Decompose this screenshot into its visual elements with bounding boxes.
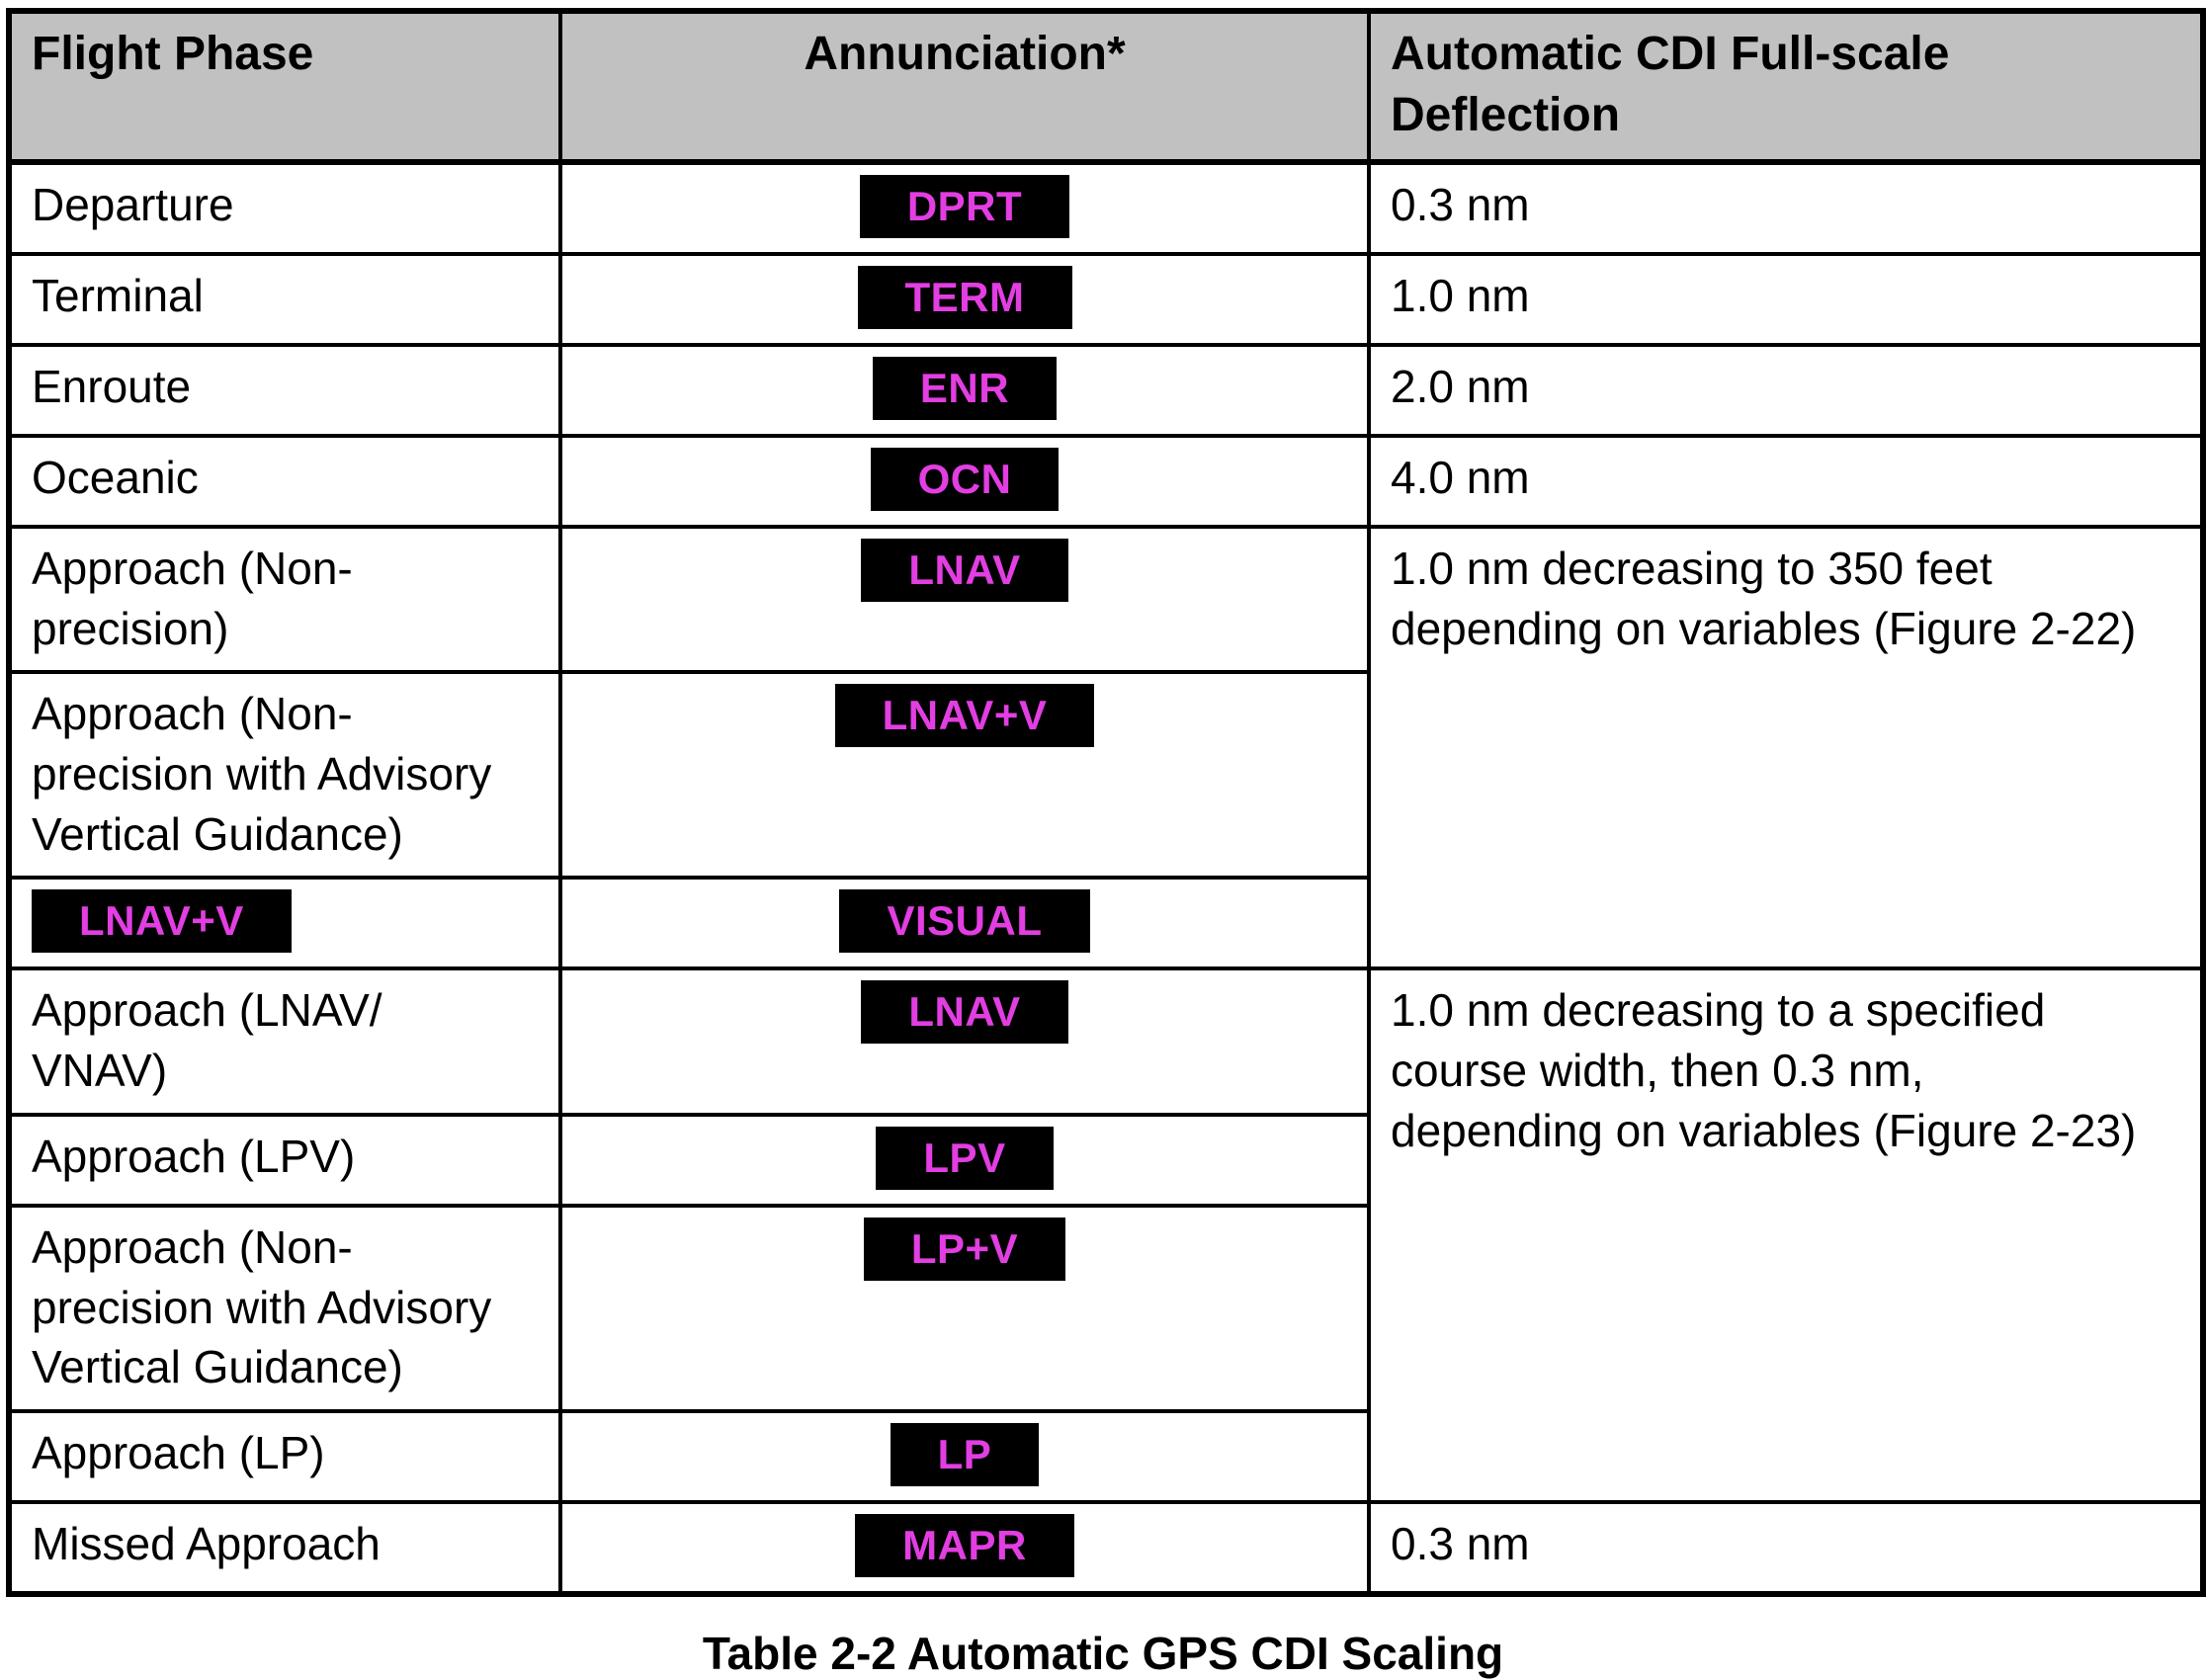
annunciation-badge-mapr: MAPR <box>855 1513 1074 1577</box>
phase-cell: Approach (LP) <box>7 1408 562 1504</box>
header-annunciation: Annunciation* <box>558 9 1371 165</box>
annunciation-badge-lpv: LPV <box>876 1126 1054 1190</box>
header-row: Flight Phase Annunciation* Automatic CDI… <box>7 9 2205 165</box>
annunciation-badge-dprt: DPRT <box>859 174 1070 238</box>
table-row-approach-np-advisory: Approach (Non- precision with Advisory V… <box>7 670 2203 881</box>
table-row-approach-lp: Approach (LP) LP <box>7 1408 2203 1504</box>
phase-cell: LNAV+V <box>7 876 562 971</box>
annunciation-badge-visual: VISUAL <box>839 889 1090 954</box>
annunciation-cell: LNAV+V <box>558 670 1371 881</box>
table-row-lnav-v-visual: LNAV+V VISUAL <box>7 876 2203 971</box>
annunciation-badge-lp-v: LP+V <box>863 1217 1066 1281</box>
phase-cell: Enroute <box>7 342 562 438</box>
annunciation-cell: LP <box>558 1408 1371 1504</box>
deflection-cell: 0.3 nm <box>1367 1499 2205 1596</box>
phase-cell: Approach (Non- precision) <box>7 524 562 675</box>
gps-cdi-scaling-table: Flight Phase Annunciation* Automatic CDI… <box>6 8 2206 1597</box>
annunciation-cell: LPV <box>558 1112 1371 1208</box>
annunciation-cell: LP+V <box>558 1203 1371 1413</box>
annunciation-cell: MAPR <box>558 1499 1371 1596</box>
phase-cell: Approach (Non- precision with Advisory V… <box>7 670 562 881</box>
annunciation-cell: OCN <box>558 433 1371 529</box>
header-flight-phase: Flight Phase <box>7 9 562 165</box>
table-row-terminal: Terminal TERM 1.0 nm <box>7 251 2205 347</box>
table-row-enroute: Enroute ENR 2.0 nm <box>7 342 2205 438</box>
deflection-cell-merged-1: 1.0 nm decreasing to 350 feet depending … <box>1367 524 2205 971</box>
annunciation-cell: LNAV <box>558 524 1371 675</box>
phase-cell: Approach (LPV) <box>7 1112 562 1208</box>
annunciation-cell: ENR <box>558 342 1371 438</box>
phase-cell: Terminal <box>7 251 562 347</box>
annunciation-cell: DPRT <box>558 159 1371 256</box>
phase-cell: Approach (LNAV/ VNAV) <box>7 966 562 1117</box>
phase-cell: Oceanic <box>7 433 562 529</box>
annunciation-badge-lnav2: LNAV <box>861 980 1068 1045</box>
annunciation-badge-lnav-v: LNAV+V <box>834 684 1095 747</box>
annunciation-cell: TERM <box>558 251 1371 347</box>
table-row-approach-lpv: Approach (LPV) LPV <box>7 1112 2203 1208</box>
deflection-cell: 0.3 nm <box>1367 159 2205 256</box>
phase-cell: Departure <box>7 159 562 256</box>
phase-cell: Missed Approach <box>7 1499 562 1596</box>
annunciation-badge-ocn: OCN <box>870 447 1060 511</box>
table-row-missed-approach: Missed Approach MAPR 0.3 nm <box>7 1499 2205 1596</box>
deflection-cell: 2.0 nm <box>1367 342 2205 438</box>
header-deflection: Automatic CDI Full-scale Deflection <box>1367 9 2205 165</box>
table-row-oceanic: Oceanic OCN 4.0 nm <box>7 433 2205 529</box>
phase-badge-lnav-v: LNAV+V <box>32 889 292 954</box>
deflection-cell: 4.0 nm <box>1367 433 2205 529</box>
annunciation-badge-lp: LP <box>890 1422 1040 1486</box>
table-caption: Table 2-2 Automatic GPS CDI Scaling <box>702 1627 1504 1679</box>
phase-cell: Approach (Non- precision with Advisory V… <box>7 1203 562 1413</box>
annunciation-cell: VISUAL <box>558 876 1371 971</box>
deflection-cell: 1.0 nm <box>1367 251 2205 347</box>
table-row-approach-lnav-vnav: Approach (LNAV/ VNAV) LNAV 1.0 nm decrea… <box>7 966 2205 1504</box>
annunciation-badge-enr: ENR <box>872 356 1058 420</box>
annunciation-cell: LNAV <box>558 966 1371 1117</box>
table-row-departure: Departure DPRT 0.3 nm <box>7 159 2205 256</box>
annunciation-badge-term: TERM <box>857 265 1072 329</box>
table-row-approach-np: Approach (Non- precision) LNAV 1.0 nm de… <box>7 524 2205 971</box>
deflection-cell-merged-2: 1.0 nm decreasing to a specified course … <box>1367 966 2205 1504</box>
table-row-approach-np-advisory-2: Approach (Non- precision with Advisory V… <box>7 1203 2203 1413</box>
annunciation-badge-lnav: LNAV <box>861 538 1068 602</box>
